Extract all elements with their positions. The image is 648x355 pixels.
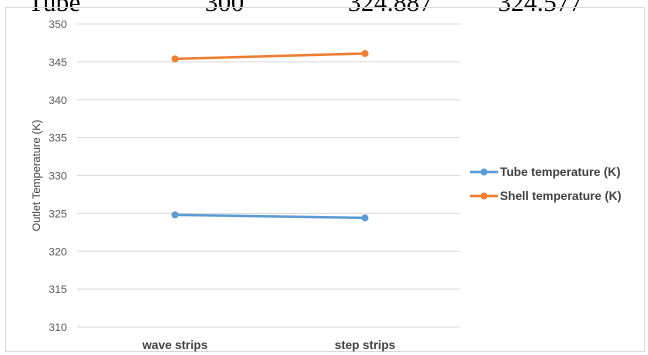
- legend-label: Tube temperature (K): [500, 165, 620, 179]
- legend-swatch-marker: [480, 168, 488, 176]
- y-tick-label: 330: [49, 171, 67, 183]
- y-tick-label: 325: [49, 208, 67, 220]
- gridlines: [77, 23, 460, 328]
- data-point: [171, 55, 179, 63]
- y-tick-label: 350: [49, 19, 67, 31]
- x-tick-label: step strips: [335, 338, 396, 352]
- legend: Tube temperature (K) Shell temperature (K…: [470, 165, 621, 203]
- series-path: [174, 213, 366, 220]
- header-cell-value: 324.577: [498, 0, 583, 17]
- chart-border: [5, 7, 645, 352]
- header-cell-value: 324.887: [348, 0, 433, 17]
- y-tick-label: 335: [49, 133, 67, 145]
- legend-item: Shell temperature (K): [470, 189, 621, 203]
- header-cell-value: 300: [205, 0, 244, 17]
- y-tick-label: 320: [49, 246, 67, 258]
- legend-label: Shell temperature (K): [500, 189, 621, 203]
- series-group: [171, 50, 369, 222]
- x-axis-ticks: wave strips step strips: [141, 338, 395, 352]
- legend-swatch-marker: [480, 192, 488, 200]
- x-tick-label: wave strips: [141, 338, 208, 352]
- y-tick-label: 340: [49, 95, 67, 107]
- series-path: [174, 52, 366, 61]
- data-point: [361, 50, 369, 58]
- y-tick-label: 345: [49, 57, 67, 69]
- series-line: [171, 50, 369, 63]
- legend-item: Tube temperature (K): [470, 165, 620, 179]
- series-line: [171, 211, 369, 222]
- header-cell-label: Tube: [28, 0, 81, 17]
- y-axis-title: Outlet Temperature (K): [31, 120, 43, 232]
- data-point: [171, 211, 179, 219]
- y-tick-label: 315: [49, 284, 67, 296]
- data-point: [361, 214, 369, 222]
- y-tick-label: 310: [49, 322, 67, 334]
- y-axis-ticks: 310 315 320 325 330 335 340 345 350: [49, 19, 67, 334]
